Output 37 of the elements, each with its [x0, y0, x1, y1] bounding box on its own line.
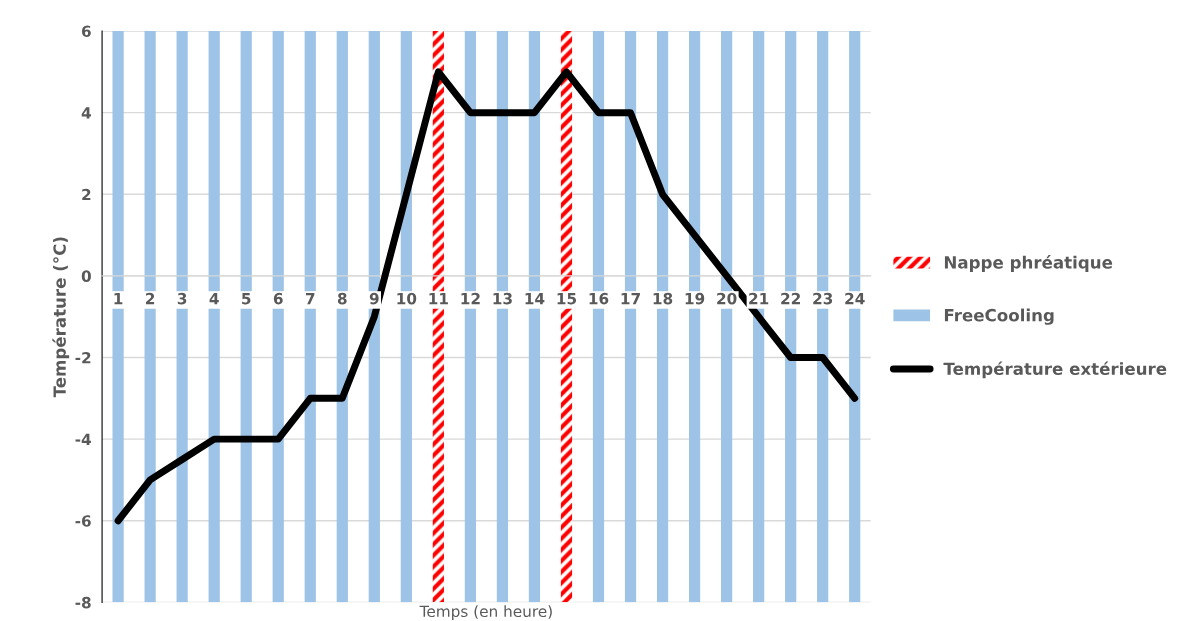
x-tick-label: 1	[114, 293, 123, 305]
x-tick-label: 10	[397, 292, 417, 305]
x-tick-label: 22	[781, 292, 800, 305]
x-axis-title: Temps (en heure)	[419, 605, 552, 621]
x-tick-label: 13	[493, 292, 512, 305]
x-tick-label: 17	[621, 293, 640, 305]
y-tick-label: -2	[75, 351, 91, 364]
x-tick-label: 5	[242, 293, 251, 305]
y-tick-label: 0	[81, 270, 91, 282]
x-tick-label: 7	[305, 293, 315, 305]
x-tick-label: 3	[177, 292, 187, 305]
y-tick-label: -8	[75, 596, 91, 609]
legend-label: Température extérieure	[943, 361, 1167, 379]
x-tick-label: 11	[429, 293, 448, 305]
x-tick-label: 15	[557, 293, 577, 305]
x-tick-label: 2	[146, 292, 155, 305]
x-tick-label: 4	[209, 293, 219, 305]
y-tick-label: 6	[81, 25, 91, 38]
x-tick-label: 20	[717, 292, 737, 305]
legend-label: Nappe phréatique	[944, 255, 1113, 272]
y-tick-label: 2	[82, 188, 91, 201]
x-tick-label: 18	[653, 292, 673, 305]
x-tick-label: 19	[685, 292, 705, 305]
legend-label: FreeCooling	[944, 308, 1054, 325]
y-axis-title: Température (°C)	[52, 237, 70, 398]
x-tick-label: 8	[337, 292, 347, 305]
y-tick-label: -4	[75, 433, 91, 445]
y-tick-label: -6	[75, 515, 91, 527]
x-tick-label: 9	[369, 292, 379, 305]
x-tick-label: 12	[461, 292, 480, 305]
x-tick-label: 21	[749, 292, 769, 305]
x-tick-label: 14	[525, 293, 545, 305]
x-tick-label: 6	[273, 292, 283, 305]
x-tick-label: 24	[845, 292, 865, 305]
x-tick-label: 23	[813, 292, 833, 305]
x-tick-label: 16	[589, 292, 609, 305]
y-tick-label: 4	[81, 107, 91, 119]
